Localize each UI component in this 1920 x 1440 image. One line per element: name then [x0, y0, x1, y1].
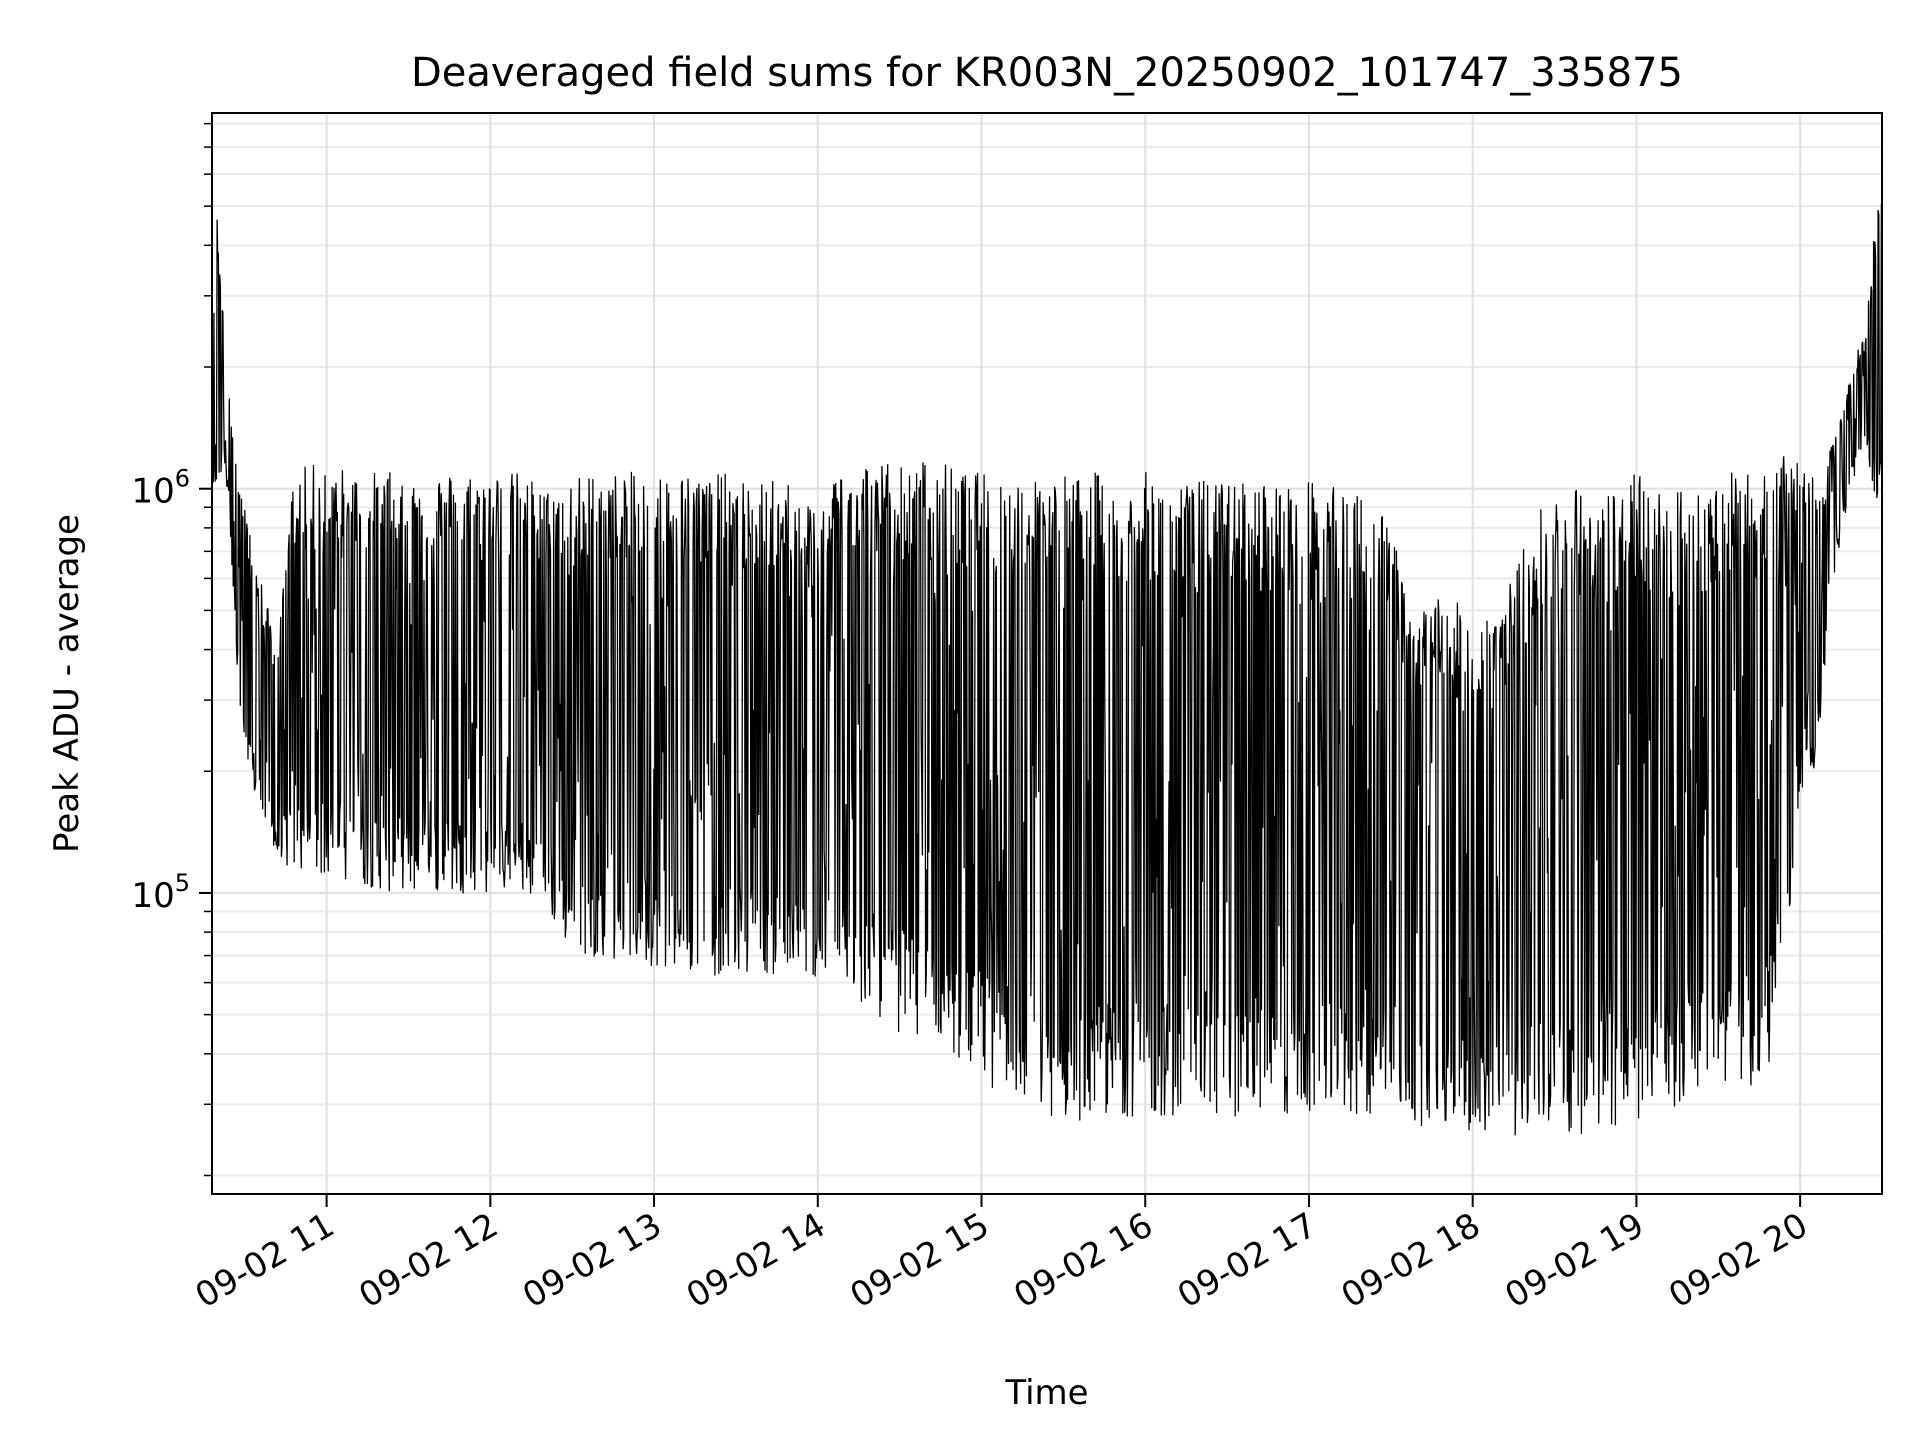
x-tick-label: 09-02 19 [1499, 1205, 1651, 1316]
x-tick-label: 09-02 20 [1662, 1205, 1814, 1316]
x-tick-label: 09-02 17 [1171, 1205, 1323, 1316]
y-axis-label: Peak ADU - average [47, 514, 87, 853]
x-tick-label: 09-02 13 [516, 1205, 668, 1316]
x-tick-label: 09-02 16 [1007, 1205, 1159, 1316]
x-tick-label: 09-02 18 [1335, 1205, 1487, 1316]
x-tick-label: 09-02 12 [352, 1205, 504, 1316]
x-tick-label: 09-02 15 [844, 1205, 996, 1316]
x-axis-label: Time [1004, 1373, 1088, 1413]
chart-title: Deaveraged field sums for KR003N_2025090… [411, 50, 1683, 96]
x-tick-label: 09-02 11 [189, 1205, 341, 1316]
plot-area [211, 203, 1883, 1136]
x-tick-label: 09-02 14 [680, 1205, 832, 1316]
y-tick-label: 106 [131, 465, 190, 512]
axes-frame [211, 112, 1883, 1195]
y-tick-label: 105 [131, 869, 190, 916]
series-line [211, 203, 1883, 1136]
